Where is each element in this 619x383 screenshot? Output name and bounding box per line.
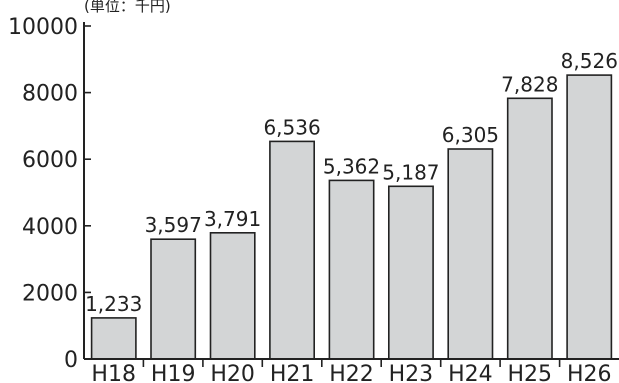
bar-h19: [150, 238, 197, 360]
x-axis: H18 H19 H20 H21 H22 H23 H24 H25 H26: [84, 358, 619, 383]
bar-h26: [566, 74, 613, 360]
y-tick-label-8000: 8000: [22, 82, 78, 107]
bar-h18: [90, 317, 137, 360]
y-tick-label-10000: 10000: [8, 15, 78, 40]
x-tick-label-h21: H21: [270, 362, 315, 383]
bar-h21: [269, 140, 315, 360]
value-label-h25: 7,828: [501, 72, 558, 96]
x-tick-label-h22: H22: [329, 362, 374, 383]
x-tick-label-h24: H24: [448, 362, 493, 383]
y-tick-label-2000: 2000: [22, 281, 78, 306]
value-label-h24: 6,305: [442, 123, 499, 147]
value-label-h21: 6,536: [263, 115, 320, 139]
x-tick-label-h19: H19: [151, 362, 196, 383]
bar-h20: [209, 232, 256, 360]
value-label-h23: 5,187: [382, 160, 439, 184]
y-axis: 0 2000 4000 6000 8000 10000: [8, 15, 91, 373]
x-tick-label-h20: H20: [210, 362, 255, 383]
x-tick-label-h18: H18: [91, 362, 136, 383]
x-tick-label-h23: H23: [389, 362, 434, 383]
bar-h25: [506, 97, 553, 360]
y-tick-label-4000: 4000: [22, 215, 78, 240]
value-label-h18: 1,233: [85, 292, 142, 316]
x-tick-label-h25: H25: [508, 362, 553, 383]
bar-h24: [447, 148, 494, 360]
x-tick-label-h26: H26: [567, 362, 612, 383]
value-label-h19: 3,597: [145, 213, 202, 237]
bars-group: [90, 74, 613, 360]
value-label-h26: 8,526: [561, 49, 618, 73]
value-label-h20: 3,791: [204, 207, 261, 231]
y-tick-label-0: 0: [64, 348, 78, 373]
value-label-h22: 5,362: [323, 154, 380, 178]
y-tick-label-6000: 6000: [22, 148, 78, 173]
unit-label: (単位：千円): [84, 0, 171, 15]
bar-h23: [387, 185, 434, 360]
bar-h22: [328, 179, 375, 360]
